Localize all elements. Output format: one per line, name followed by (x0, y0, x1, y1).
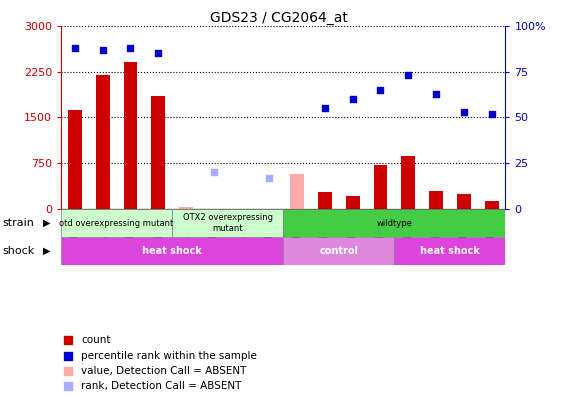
Bar (61, 209, 172, 237)
Bar (68, 110, 82, 209)
Bar (346, 196, 360, 209)
Point (348, 96, 357, 102)
Bar (283, 237, 394, 265)
Bar (290, 174, 304, 209)
Point (98, 46, 107, 53)
Point (70, 45, 80, 51)
Bar (457, 194, 471, 209)
Point (63, 337, 72, 343)
Bar (374, 165, 388, 209)
Text: wildtype: wildtype (376, 219, 413, 228)
Text: shock: shock (3, 246, 35, 256)
Text: ▶: ▶ (43, 218, 50, 228)
Point (404, 72, 413, 78)
Point (459, 109, 468, 115)
Point (63, 368, 72, 374)
Bar (401, 156, 415, 209)
Point (265, 175, 274, 181)
Text: strain: strain (3, 218, 35, 228)
Point (126, 45, 135, 51)
Bar (283, 209, 505, 237)
Bar (172, 209, 283, 237)
Text: control: control (320, 246, 358, 256)
Text: count: count (81, 335, 110, 345)
Point (63, 352, 72, 359)
Bar (61, 237, 283, 265)
Point (376, 87, 385, 93)
Bar (318, 192, 332, 209)
Bar (96, 74, 110, 209)
Point (320, 105, 329, 111)
Text: rank, Detection Call = ABSENT: rank, Detection Call = ABSENT (81, 381, 241, 391)
Point (487, 110, 496, 117)
Text: percentile rank within the sample: percentile rank within the sample (81, 350, 257, 361)
Text: ▶: ▶ (43, 246, 50, 256)
Bar (429, 191, 443, 209)
Bar (394, 237, 505, 265)
Point (63, 383, 72, 390)
Text: OTX2 overexpressing
mutant: OTX2 overexpressing mutant (182, 213, 272, 233)
Text: otd overexpressing mutant: otd overexpressing mutant (59, 219, 174, 228)
Bar (151, 96, 165, 209)
Bar (485, 201, 498, 209)
Bar (179, 207, 193, 209)
Text: value, Detection Call = ABSENT: value, Detection Call = ABSENT (81, 366, 246, 376)
Text: GDS23 / CG2064_at: GDS23 / CG2064_at (210, 11, 348, 25)
Text: heat shock: heat shock (142, 246, 202, 256)
Point (153, 50, 163, 56)
Bar (124, 63, 137, 209)
Text: heat shock: heat shock (420, 246, 480, 256)
Point (209, 169, 218, 175)
Point (431, 90, 440, 97)
